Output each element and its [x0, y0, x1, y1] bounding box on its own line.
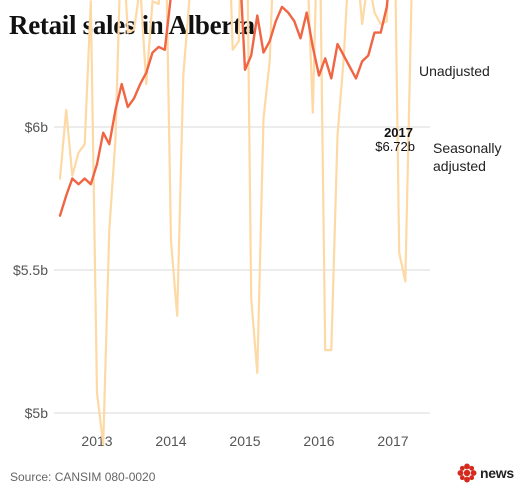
- series-label-unadjusted: Unadjusted: [419, 63, 490, 79]
- cbc-gem-icon: [457, 463, 477, 483]
- y-tick-label: $5.5b: [13, 262, 48, 278]
- series-label-adjusted-line2: adjusted: [433, 158, 486, 174]
- cbc-news-logo: news: [457, 463, 514, 483]
- y-tick-label: $5b: [25, 405, 49, 421]
- x-tick-label: 2014: [155, 433, 186, 449]
- source-note: Source: CANSIM 080-0020: [10, 470, 156, 484]
- x-tick-label: 2015: [229, 433, 260, 449]
- x-tick-label: 2016: [303, 433, 334, 449]
- x-tick-label: 2013: [81, 433, 112, 449]
- logo-text: news: [480, 465, 514, 481]
- x-tick-label: 2017: [377, 433, 408, 449]
- series-line-seasonally-adjusted: [58, 0, 389, 217]
- series-label-adjusted-line1: Seasonally: [433, 140, 502, 156]
- y-tick-label: $6b: [25, 119, 49, 135]
- chart-title: Retail sales in Alberta: [9, 10, 255, 40]
- annotation-value: $6.72b: [375, 139, 415, 154]
- annotation-year: 2017: [384, 125, 413, 140]
